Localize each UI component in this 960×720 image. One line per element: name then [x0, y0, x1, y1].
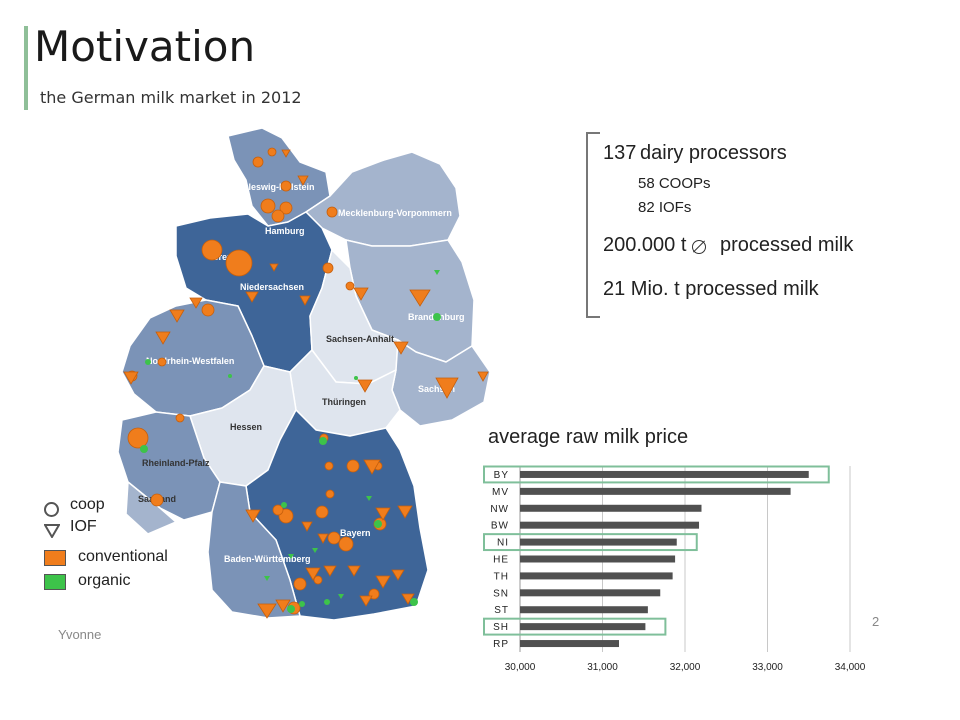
label-bw: Baden-Württemberg — [224, 554, 311, 564]
legend-organic-label: organic — [78, 572, 131, 589]
label-by: Bayern — [340, 528, 371, 538]
state-bw — [207, 481, 301, 619]
chart-title: average raw milk price — [488, 426, 689, 448]
label-st: Sachsen-Anhalt — [326, 334, 394, 344]
page-number: 2 — [872, 614, 880, 629]
total-processed: 21 Mio. t processed milk — [603, 278, 819, 300]
legend-iof-label: IOF — [70, 518, 97, 535]
organic-markers — [140, 270, 441, 613]
label-hh: Hamburg — [265, 226, 305, 236]
page-subtitle: the German milk market in 2012 — [40, 88, 302, 107]
stats-bracket — [586, 132, 600, 318]
iofs-count: 82 IOFs — [638, 199, 692, 216]
iof-markers — [123, 149, 489, 619]
label-ni: Niedersachsen — [240, 282, 304, 292]
diameter-icon — [692, 240, 706, 254]
label-th: Thüringen — [322, 397, 366, 407]
state-mv — [305, 151, 461, 247]
label-rp: Rheinland-Pfalz — [142, 458, 210, 468]
label-nw: Nordrhein-Westfalen — [146, 356, 234, 366]
label-sh: Schleswig-Holstein — [232, 182, 315, 192]
footer-author: Yvonne — [58, 627, 102, 642]
avg-processed-value: 200.000 t — [603, 234, 687, 256]
legend-conventional-label: conventional — [78, 548, 168, 565]
coop-legend-icon — [44, 502, 59, 517]
label-sn: Sachsen — [418, 384, 455, 394]
label-mv: Mecklenburg-Vorpommern — [338, 208, 452, 218]
processors-label: dairy processors — [640, 142, 787, 164]
page-title: Motivation — [34, 22, 256, 71]
coops-count: 58 COOPs — [638, 175, 711, 192]
title-accent-bar — [24, 26, 28, 110]
organic-legend-swatch — [44, 574, 66, 590]
legend-coop-label: coop — [70, 496, 105, 513]
conventional-legend-swatch — [44, 550, 66, 566]
label-he: Hessen — [230, 422, 262, 432]
processors-count: 137 — [603, 142, 637, 164]
iof-legend-icon — [44, 524, 60, 538]
avg-processed-label: processed milk — [720, 234, 854, 256]
